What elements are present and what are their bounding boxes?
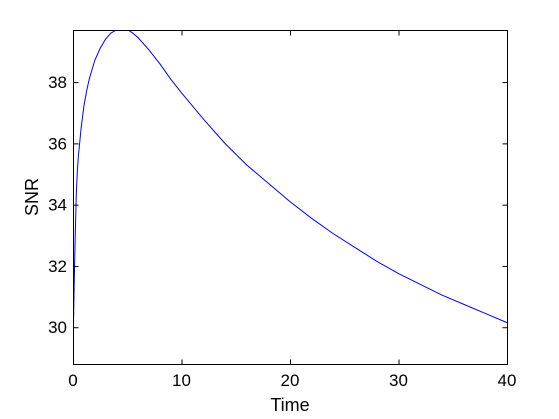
y-tick-label: 30	[48, 318, 67, 337]
series-layer	[73, 30, 508, 349]
series-line-1	[73, 30, 508, 349]
x-tick-label: 20	[281, 371, 300, 390]
plot-area	[73, 30, 507, 364]
y-axis-title: SNR	[22, 178, 42, 216]
x-tick-label: 10	[172, 371, 191, 390]
x-axis-title: Time	[270, 395, 309, 415]
tick-layer	[73, 30, 508, 365]
y-tick-label: 38	[48, 73, 67, 92]
y-tick-label: 36	[48, 134, 67, 153]
y-tick-label: 34	[48, 196, 67, 215]
x-tick-label: 40	[498, 371, 517, 390]
x-tick-label: 30	[389, 371, 408, 390]
y-tick-label: 32	[48, 257, 67, 276]
x-tick-label: 0	[68, 371, 77, 390]
tick-label-layer: 0 10 20 30 40 30 32 34 36 38	[48, 73, 516, 390]
